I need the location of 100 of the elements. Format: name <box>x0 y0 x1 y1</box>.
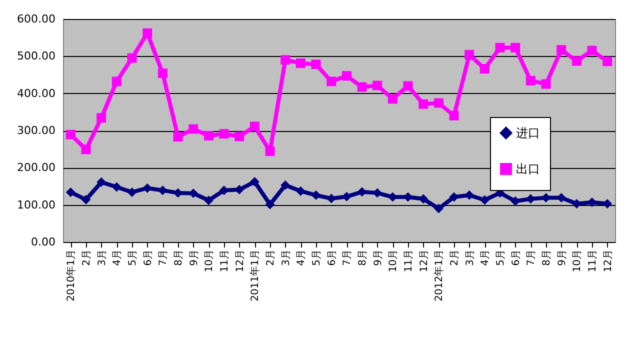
point <box>311 190 321 200</box>
x-tick-label: 3月 <box>96 250 108 266</box>
x-tick-label: 6月 <box>142 250 154 266</box>
point <box>265 146 275 156</box>
point <box>434 204 444 214</box>
x-tick-label: 8月 <box>358 250 368 266</box>
x-tick-label: 12月 <box>418 250 430 272</box>
x-tick-label: 10月 <box>388 250 400 272</box>
x-tick-label: 5月 <box>128 250 138 266</box>
x-tick-label: 7月 <box>342 250 354 266</box>
point <box>510 196 520 206</box>
legend-label: 出口 <box>516 162 540 176</box>
point <box>449 110 459 120</box>
x-tick-label: 9月 <box>188 250 200 266</box>
point <box>418 99 428 109</box>
x-tick-label: 8月 <box>542 250 552 266</box>
point <box>449 192 459 202</box>
point <box>142 28 152 38</box>
x-tick-label: 4月 <box>296 250 308 266</box>
x-tick-label: 8月 <box>174 250 184 266</box>
point <box>280 55 290 65</box>
y-tick-label: 300.00 <box>17 124 56 137</box>
x-tick-label: 12月 <box>602 250 614 272</box>
x-tick-label: 2011年1月 <box>249 250 262 302</box>
x-tick-label: 9月 <box>372 250 384 266</box>
point <box>112 182 122 192</box>
x-tick-label: 11月 <box>220 250 230 272</box>
point <box>326 76 336 86</box>
point <box>219 129 229 139</box>
point <box>158 68 168 78</box>
point <box>418 194 428 204</box>
point <box>204 196 214 206</box>
point <box>357 187 367 197</box>
point <box>526 194 536 204</box>
x-tick-label: 5月 <box>312 250 322 266</box>
point <box>495 42 505 52</box>
point <box>587 46 597 56</box>
x-tick-label: 6月 <box>326 250 338 266</box>
x-tick-label: 12月 <box>234 250 246 272</box>
x-tick-label: 4月 <box>112 250 124 266</box>
point <box>602 198 612 208</box>
point <box>541 79 551 89</box>
point <box>526 76 536 86</box>
x-tick-label: 2月 <box>82 250 92 266</box>
point <box>127 187 137 197</box>
x-tick-label: 11月 <box>404 250 414 272</box>
point <box>265 200 275 210</box>
point <box>96 177 106 187</box>
point <box>403 81 413 91</box>
x-tick-label: 2012年1月 <box>433 250 446 302</box>
point <box>173 132 183 142</box>
x-tick-label: 7月 <box>526 250 538 266</box>
x-tick-label: 11月 <box>588 250 598 272</box>
point <box>480 64 490 74</box>
point <box>572 198 582 208</box>
point <box>372 80 382 90</box>
point <box>602 56 612 66</box>
x-tick-label: 2月 <box>266 250 276 266</box>
point <box>188 188 198 198</box>
point <box>510 42 520 52</box>
y-tick-label: 500.00 <box>17 50 56 63</box>
point <box>587 197 597 207</box>
point <box>572 56 582 66</box>
point <box>112 76 122 86</box>
point <box>173 188 183 198</box>
x-tick-label: 3月 <box>280 250 292 266</box>
x-tick-label: 5月 <box>496 250 506 266</box>
point <box>96 113 106 123</box>
y-tick-label: 600.00 <box>17 12 56 26</box>
point <box>250 177 260 187</box>
point <box>342 71 352 81</box>
legend-label: 进口 <box>516 126 540 140</box>
point <box>464 50 474 60</box>
point <box>188 124 198 134</box>
point <box>280 180 290 190</box>
x-tick-label: 10月 <box>572 250 584 272</box>
point <box>158 186 168 196</box>
y-tick-label: 400.00 <box>17 86 56 100</box>
point <box>357 82 367 92</box>
point <box>234 184 244 194</box>
point <box>464 190 474 200</box>
point <box>142 183 152 193</box>
x-tick-label: 4月 <box>480 250 492 266</box>
y-tick-label: 0.00 <box>31 236 56 248</box>
point <box>81 144 91 154</box>
point <box>296 58 306 68</box>
point <box>66 130 76 140</box>
point <box>66 187 76 197</box>
x-tick-label: 10月 <box>204 250 216 272</box>
point <box>434 98 444 108</box>
point <box>372 188 382 198</box>
point <box>234 132 244 142</box>
x-tick-label: 2月 <box>450 250 460 266</box>
x-tick-label: 3月 <box>464 250 476 266</box>
point <box>480 195 490 205</box>
point <box>388 94 398 104</box>
point <box>556 45 566 55</box>
y-tick-label: 100.00 <box>17 198 56 212</box>
x-tick-label: 7月 <box>158 250 170 266</box>
x-tick-label: 2010年1月 <box>65 250 78 302</box>
